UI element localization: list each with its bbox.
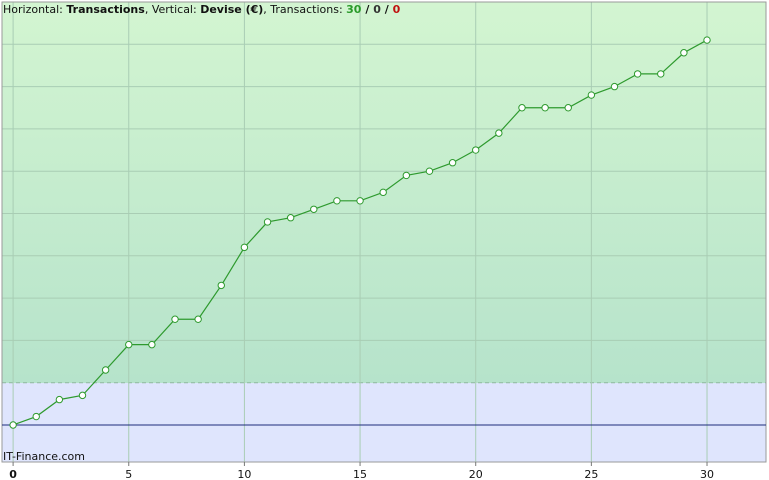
data-point <box>610 82 619 91</box>
x-tick-label: 0 <box>9 468 17 480</box>
x-label: Transactions <box>66 3 145 16</box>
data-point <box>356 197 364 205</box>
data-point <box>703 36 711 44</box>
data-point <box>680 49 688 57</box>
y-label: Devise (€) <box>200 3 263 16</box>
loss-zone <box>2 383 766 462</box>
data-point <box>310 205 318 213</box>
data-point <box>633 70 642 78</box>
data-point <box>171 315 179 323</box>
data-point <box>9 421 17 429</box>
data-point <box>101 366 110 374</box>
data-point <box>240 243 249 252</box>
grid <box>2 2 766 462</box>
header: Horizontal: Transactions, Vertical: Devi… <box>3 3 401 16</box>
data-point <box>148 340 156 349</box>
sep: / <box>385 3 390 16</box>
sep: / <box>365 3 370 16</box>
x-tick-label: 10 <box>237 468 251 480</box>
data-point <box>78 391 87 400</box>
data-point <box>402 171 411 180</box>
data-point <box>564 104 572 112</box>
data-point <box>657 70 665 78</box>
count-neutral: 0 <box>373 3 381 16</box>
v-label: Vertical: <box>152 3 197 16</box>
x-tick-label: 30 <box>700 468 714 480</box>
plot-border <box>1 1 767 463</box>
x-tick-label: 20 <box>469 468 483 480</box>
t-label: Transactions: <box>269 3 342 16</box>
data-point <box>333 197 341 205</box>
data-point <box>263 218 272 226</box>
x-tick-label: 15 <box>353 468 367 480</box>
data-point <box>32 412 40 421</box>
footer: IT-Finance.com <box>3 450 85 463</box>
data-point <box>125 340 133 349</box>
data-point <box>55 395 64 404</box>
data-point <box>286 214 295 222</box>
data-point <box>217 281 225 290</box>
count-total: 30 <box>346 3 362 16</box>
data-point <box>472 146 480 154</box>
count-loss: 0 <box>393 3 401 16</box>
data-point <box>194 315 202 323</box>
x-tick-label: 5 <box>125 468 132 480</box>
data-point <box>495 129 503 137</box>
data-point <box>518 104 526 112</box>
data-point <box>379 188 387 197</box>
x-tick-label: 25 <box>584 468 598 480</box>
data-point <box>425 167 434 175</box>
data-point <box>541 104 549 112</box>
data-point <box>587 91 596 99</box>
data-point <box>448 159 457 167</box>
h-label: Horizontal: <box>3 3 63 16</box>
